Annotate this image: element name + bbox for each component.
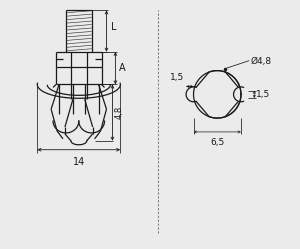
Text: 6,5: 6,5 — [210, 138, 224, 147]
Text: L: L — [111, 22, 117, 32]
Text: A: A — [119, 63, 126, 73]
Text: 1,5: 1,5 — [170, 73, 184, 82]
Text: 14: 14 — [73, 157, 85, 167]
Text: 4,8: 4,8 — [114, 106, 123, 119]
Text: 1,5: 1,5 — [256, 90, 271, 99]
Text: Ø4,8: Ø4,8 — [251, 57, 272, 66]
